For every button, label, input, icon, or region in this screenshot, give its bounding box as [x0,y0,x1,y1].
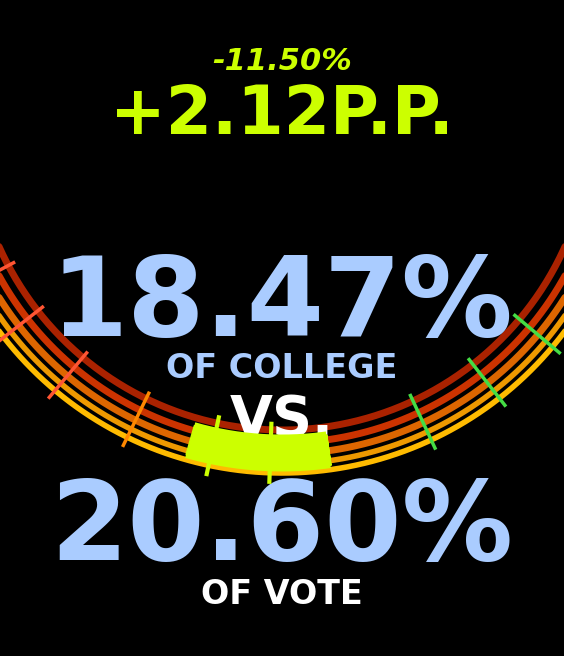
Text: OF COLLEGE: OF COLLEGE [166,352,398,384]
Text: -11.50%: -11.50% [212,47,352,77]
Text: OF VOTE: OF VOTE [201,579,363,611]
Text: 18.47%: 18.47% [51,251,513,358]
Text: 20.60%: 20.60% [51,476,513,583]
Text: VS.: VS. [230,393,334,447]
Text: +2.12P.P.: +2.12P.P. [110,82,454,148]
Polygon shape [186,426,331,468]
